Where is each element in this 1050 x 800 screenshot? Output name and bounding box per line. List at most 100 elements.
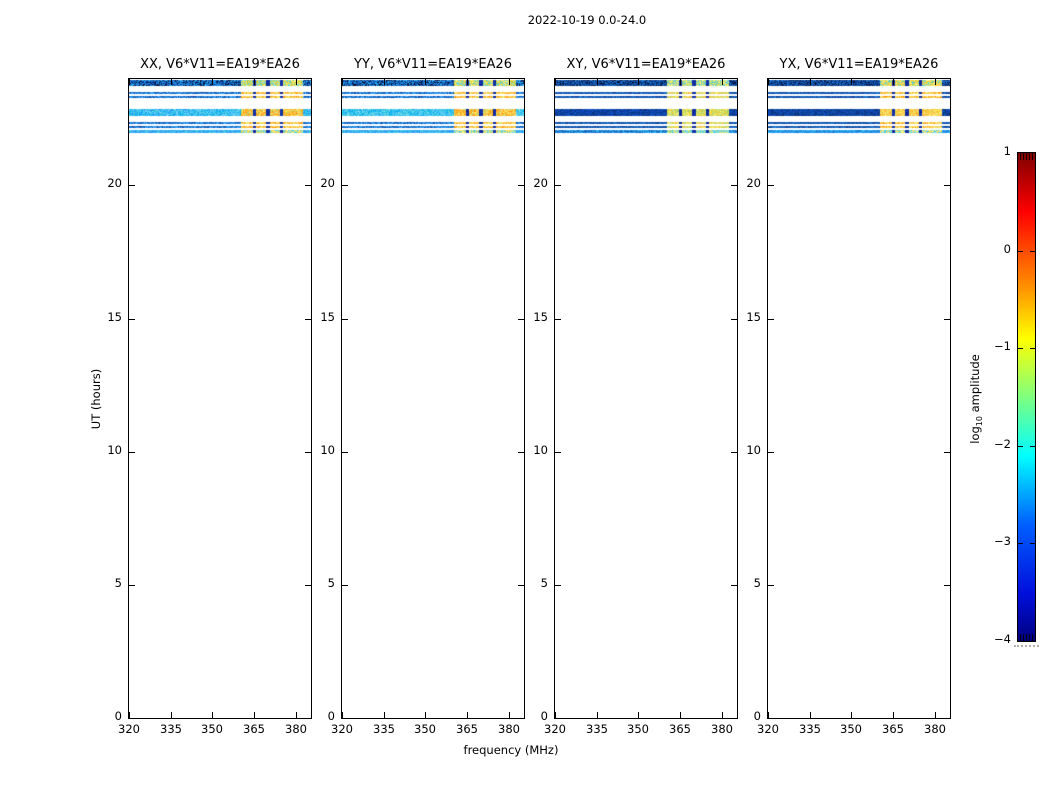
colorbar-tick-left [1018,251,1023,252]
x-tick-bottom [680,712,681,718]
y-tick-left [555,452,561,453]
x-tick-bottom [171,712,172,718]
y-tick-right [731,319,737,320]
y-tick-left [768,585,774,586]
y-tick-label: 15 [107,310,122,324]
x-tick-top [296,79,297,85]
x-tick-top [425,79,426,85]
y-tick-left [768,452,774,453]
y-tick-right [944,718,950,719]
panel-title-xx: XX, V6*V11=EA19*EA26 [140,57,300,72]
spectrogram-canvas-xy [555,79,737,718]
x-tick-bottom [722,712,723,718]
y-tick-left [342,585,348,586]
x-tick-label: 380 [498,722,520,736]
panel-yx [767,78,951,719]
y-tick-label: 0 [753,709,761,723]
y-tick-label: 10 [746,443,761,457]
x-tick-bottom [555,712,556,718]
y-tick-right [518,452,524,453]
x-tick-top [893,79,894,85]
x-tick-bottom [893,712,894,718]
x-tick-label: 365 [882,722,904,736]
x-tick-label: 380 [285,722,307,736]
x-tick-label: 335 [160,722,182,736]
y-tick-label: 0 [114,709,122,723]
y-tick-left [129,319,135,320]
x-tick-top [384,79,385,85]
x-tick-label: 350 [201,722,223,736]
x-tick-bottom [129,712,130,718]
x-tick-label: 320 [331,722,353,736]
x-tick-bottom [254,712,255,718]
y-tick-left [555,585,561,586]
y-tick-right [731,452,737,453]
y-tick-label: 5 [540,576,548,590]
y-tick-label: 5 [327,576,335,590]
y-tick-left [555,319,561,320]
spectrogram-canvas-xx [129,79,311,718]
colorbar-tick-label: −4 [994,632,1011,646]
y-tick-left [342,718,348,719]
x-tick-label: 365 [669,722,691,736]
y-tick-label: 15 [320,310,335,324]
y-tick-left [129,585,135,586]
x-tick-bottom [935,712,936,718]
colorbar-tick-label: −1 [994,339,1011,353]
x-tick-top [638,79,639,85]
panel-title-yx: YX, V6*V11=EA19*EA26 [779,57,939,72]
x-tick-top [342,79,343,85]
x-tick-label: 335 [373,722,395,736]
colorbar-tick-right [1030,543,1035,544]
x-tick-label: 365 [456,722,478,736]
x-tick-label: 350 [840,722,862,736]
y-tick-left [342,452,348,453]
x-tick-top [810,79,811,85]
y-tick-right [518,585,524,586]
y-tick-right [944,319,950,320]
y-tick-label: 20 [746,176,761,190]
y-tick-right [944,185,950,186]
y-tick-label: 20 [107,176,122,190]
y-tick-right [305,319,311,320]
x-tick-top [212,79,213,85]
x-tick-bottom [597,712,598,718]
x-tick-bottom [851,712,852,718]
panel-title-xy: XY, V6*V11=EA19*EA26 [566,57,726,72]
y-tick-left [768,319,774,320]
panel-xx [128,78,312,719]
y-tick-left [342,185,348,186]
y-tick-label: 5 [753,576,761,590]
x-tick-bottom [638,712,639,718]
x-tick-label: 320 [544,722,566,736]
y-tick-left [129,718,135,719]
colorbar-bottom-hatch-icon [1020,634,1033,641]
colorbar-tick-left [1018,348,1023,349]
colorbar-top-hatch-icon [1020,153,1033,160]
x-tick-top [680,79,681,85]
y-tick-label: 15 [746,310,761,324]
y-tick-right [305,585,311,586]
y-tick-right [305,718,311,719]
colorbar-tick-right [1030,348,1035,349]
x-tick-bottom [467,712,468,718]
figure-title: 2022-10-19 0.0-24.0 [527,13,647,27]
x-tick-top [555,79,556,85]
colorbar-tick-label: −3 [994,534,1011,548]
panel-title-yy: YY, V6*V11=EA19*EA26 [354,57,512,72]
y-tick-right [518,718,524,719]
x-axis-label: frequency (MHz) [463,743,559,757]
x-tick-top [722,79,723,85]
x-tick-top [851,79,852,85]
panel-xy [554,78,738,719]
x-tick-top [254,79,255,85]
x-tick-label: 350 [414,722,436,736]
y-tick-label: 5 [114,576,122,590]
y-tick-right [731,585,737,586]
x-tick-top [467,79,468,85]
x-tick-top [597,79,598,85]
x-tick-bottom [810,712,811,718]
y-tick-label: 10 [320,443,335,457]
y-tick-right [518,185,524,186]
